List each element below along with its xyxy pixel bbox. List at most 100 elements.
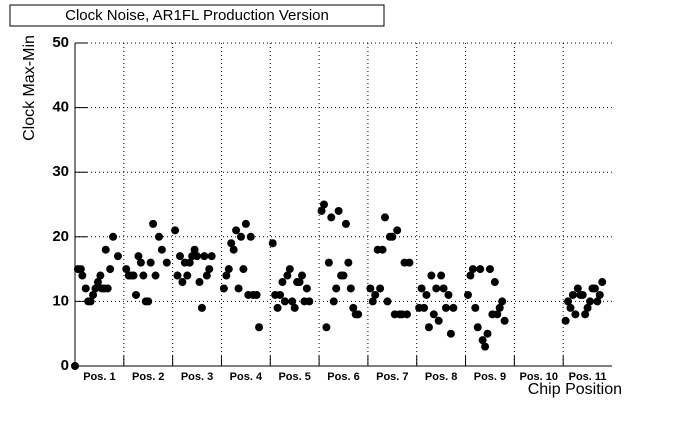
point — [86, 297, 95, 306]
point — [89, 290, 98, 299]
title-box — [9, 4, 385, 27]
point — [376, 284, 385, 293]
point — [564, 297, 573, 306]
point — [595, 290, 604, 299]
point — [285, 265, 294, 274]
x-tick-label: Pos. 6 — [327, 371, 359, 383]
point — [132, 290, 141, 299]
point — [383, 297, 392, 306]
point — [405, 258, 414, 267]
point — [113, 252, 122, 261]
point — [371, 290, 380, 299]
point — [420, 303, 429, 312]
y-tick-label: 10 — [52, 292, 69, 309]
point — [327, 213, 336, 222]
point — [500, 316, 509, 325]
point — [202, 271, 211, 280]
point — [171, 226, 180, 235]
point — [590, 284, 599, 293]
point — [288, 297, 297, 306]
point — [162, 258, 171, 267]
point — [332, 284, 341, 293]
point — [468, 265, 477, 274]
point — [324, 258, 333, 267]
point — [283, 271, 292, 280]
point — [593, 297, 602, 306]
point — [290, 303, 299, 312]
point — [200, 252, 209, 261]
x-tick-label: Pos. 9 — [474, 371, 506, 383]
point — [154, 232, 163, 241]
point — [224, 265, 233, 274]
point — [185, 258, 194, 267]
point — [402, 310, 411, 319]
point — [344, 258, 353, 267]
point — [578, 290, 587, 299]
point — [598, 278, 607, 287]
point — [106, 265, 115, 274]
point — [236, 232, 245, 241]
point — [444, 290, 453, 299]
point — [561, 316, 570, 325]
point — [393, 226, 402, 235]
point — [434, 316, 443, 325]
point — [478, 336, 487, 345]
point — [319, 200, 328, 209]
y-tick-label: 50 — [52, 34, 69, 51]
point — [471, 303, 480, 312]
point — [178, 278, 187, 287]
point — [388, 232, 397, 241]
point — [446, 329, 455, 338]
point — [241, 219, 250, 228]
point — [151, 271, 160, 280]
point — [485, 265, 494, 274]
point — [197, 303, 206, 312]
point — [583, 303, 592, 312]
y-tick-label: 0 — [61, 357, 69, 374]
point — [317, 206, 326, 215]
point — [93, 278, 102, 287]
point — [449, 303, 458, 312]
chart-title: Clock Noise, AR1FL Production Version — [65, 7, 329, 24]
x-tick-label: Pos. 3 — [181, 371, 213, 383]
point — [481, 342, 490, 351]
point — [278, 278, 287, 287]
point — [101, 245, 110, 254]
point — [246, 232, 255, 241]
point — [366, 284, 375, 293]
x-axis-label: Chip Position — [528, 381, 622, 398]
point — [493, 310, 502, 319]
point — [571, 310, 580, 319]
point — [268, 239, 277, 248]
point — [339, 271, 348, 280]
point — [380, 213, 389, 222]
point — [586, 297, 595, 306]
point — [134, 252, 143, 261]
point — [144, 297, 153, 306]
x-tick-label: Pos. 10 — [520, 371, 559, 383]
point — [322, 323, 331, 332]
point — [175, 252, 184, 261]
point — [298, 271, 307, 280]
point — [195, 278, 204, 287]
point — [424, 323, 433, 332]
point — [183, 271, 192, 280]
point — [136, 258, 145, 267]
point — [255, 323, 264, 332]
point — [122, 265, 131, 274]
point — [78, 271, 87, 280]
point — [71, 362, 79, 370]
point — [476, 265, 485, 274]
point — [437, 271, 446, 280]
point — [76, 265, 85, 274]
point — [439, 284, 448, 293]
point — [205, 265, 214, 274]
point — [139, 271, 148, 280]
point — [229, 245, 238, 254]
x-tick-label: Pos. 2 — [132, 371, 164, 383]
point — [483, 329, 492, 338]
point — [252, 290, 261, 299]
point — [295, 278, 304, 287]
